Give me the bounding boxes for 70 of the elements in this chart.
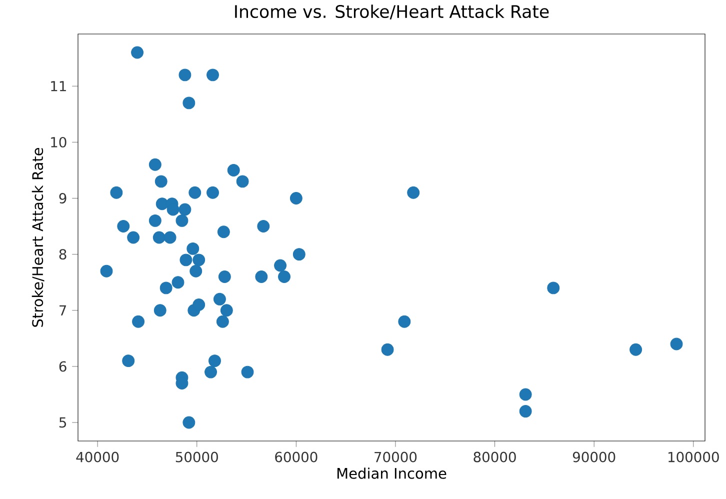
point (381, 343, 394, 356)
point (216, 315, 229, 328)
point (154, 175, 168, 188)
point (164, 231, 176, 244)
point (117, 220, 130, 233)
point (176, 214, 188, 227)
point (398, 315, 411, 328)
point (670, 338, 683, 350)
point (178, 68, 192, 82)
point (188, 186, 202, 199)
point (204, 366, 217, 378)
point (213, 292, 226, 306)
point (547, 282, 560, 294)
x-tick-label: 80000 (474, 452, 516, 462)
point (290, 192, 302, 204)
x-axis-title: Median Income (337, 468, 446, 479)
point (186, 242, 200, 255)
x-tick-label: 90000 (572, 452, 616, 462)
point (227, 164, 240, 176)
y-tick-label: 11 (51, 81, 66, 92)
point (180, 254, 192, 266)
y-axis-title: Stroke/Heart Attack Rate (32, 148, 44, 327)
point (172, 276, 184, 289)
point (206, 186, 219, 199)
x-tick-label: 40000 (76, 452, 119, 462)
point (178, 203, 192, 216)
point (192, 298, 206, 311)
point (122, 354, 135, 368)
point (278, 270, 290, 283)
point (131, 46, 144, 59)
point (182, 96, 196, 110)
point (257, 220, 270, 233)
x-tick-label: 50000 (176, 452, 218, 462)
point (152, 231, 166, 244)
point (208, 354, 221, 368)
point (148, 158, 162, 171)
point (182, 416, 196, 429)
x-tick-label: 100000 (668, 452, 719, 462)
point (292, 248, 306, 261)
y-tick-label: 5 (59, 417, 66, 428)
point (132, 315, 145, 328)
point (236, 175, 249, 188)
y-tick-label: 10 (51, 136, 66, 148)
point (274, 259, 287, 272)
point (630, 343, 642, 356)
chart-title: Income vs. Stroke/Heart Attack Rate (235, 4, 549, 20)
x-tick-label: 60000 (275, 452, 318, 462)
point (407, 186, 420, 199)
y-tick-label: 9 (59, 193, 66, 204)
point (154, 304, 166, 317)
point (241, 366, 254, 378)
point (217, 226, 230, 238)
point (218, 270, 231, 283)
point (148, 214, 162, 227)
y-tick-label: 7 (60, 305, 66, 316)
point (190, 264, 202, 278)
point (192, 254, 206, 266)
y-tick-label: 6 (59, 361, 66, 372)
point (160, 282, 172, 294)
point (519, 388, 532, 401)
point (100, 264, 113, 278)
point (127, 231, 140, 244)
x-tick-label: 70000 (374, 452, 417, 462)
point (255, 270, 268, 283)
point (519, 405, 532, 418)
point (220, 304, 233, 317)
point (110, 186, 123, 199)
point (206, 68, 219, 82)
point (156, 198, 168, 210)
y-tick-label: 8 (59, 249, 66, 260)
